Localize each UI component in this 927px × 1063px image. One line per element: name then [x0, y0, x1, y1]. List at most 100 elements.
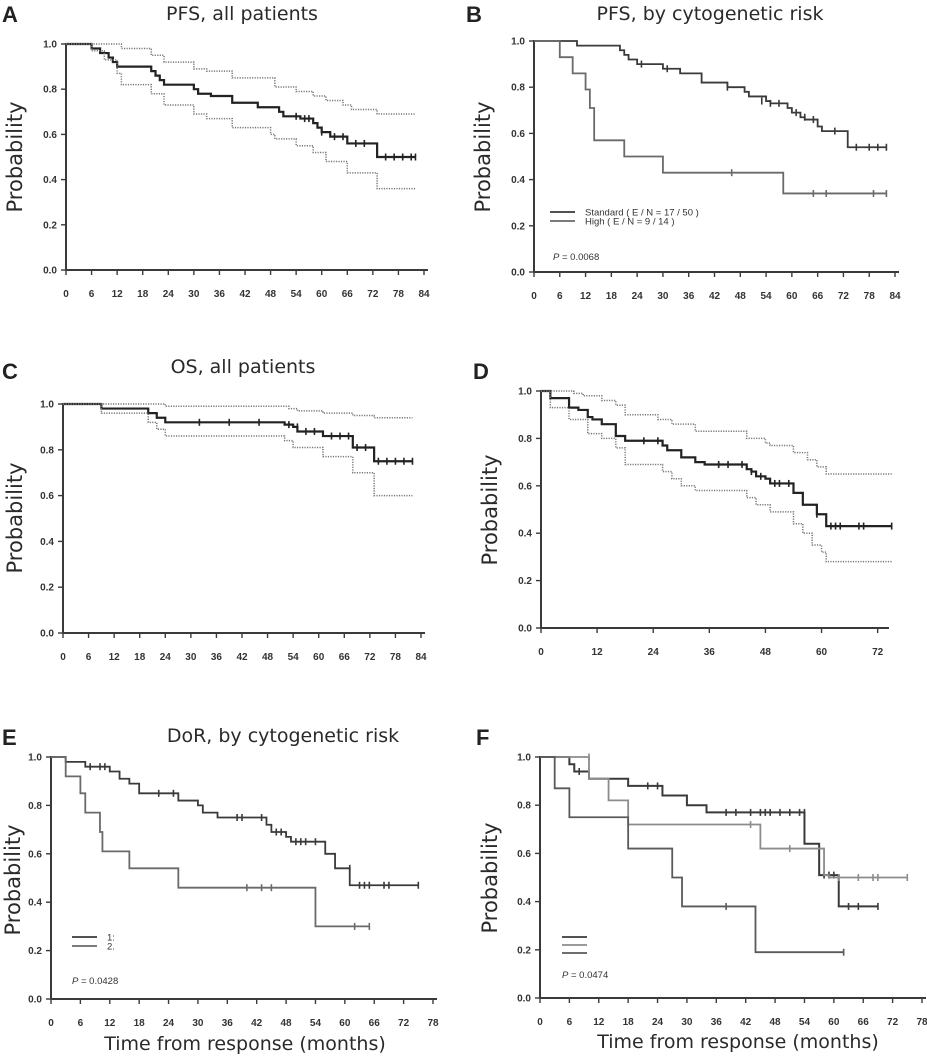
x-tick-label: 72 — [887, 1017, 899, 1028]
y-axis-label: Probability — [471, 101, 495, 212]
y-tick-label: 0.8 — [517, 801, 531, 812]
km-curve-group-2 — [540, 756, 908, 879]
p-value-number: = 0.0068 — [559, 252, 599, 263]
chart-title: DoR, by cytogenetic risk — [167, 725, 399, 747]
y-tick-label: 0.2 — [40, 583, 54, 594]
x-tick-label: 12 — [593, 1017, 605, 1028]
x-tick-label: 54 — [761, 291, 773, 302]
x-tick-label: 60 — [828, 1017, 840, 1028]
panel-letter: D — [473, 359, 489, 384]
x-tick-label: 72 — [364, 652, 376, 663]
x-tick-label: 30 — [681, 1017, 693, 1028]
km-curve-dor — [541, 389, 892, 528]
y-tick-label: 1.0 — [518, 387, 532, 398]
km-curve-group-1 — [540, 756, 878, 908]
p-symbol: P — [562, 970, 569, 981]
panel-letter: F — [476, 725, 489, 750]
x-tick-label: 18 — [137, 289, 149, 300]
y-tick-label: 0.0 — [518, 624, 532, 635]
x-tick-label: 60 — [816, 647, 828, 658]
y-tick-label: 0.2 — [517, 945, 531, 956]
km-curve-2 — [51, 756, 370, 928]
y-axis-label: Probability — [3, 101, 27, 212]
x-tick-label: 42 — [740, 1017, 752, 1028]
x-tick-label: 60 — [316, 289, 328, 300]
km-curve-1 — [51, 756, 419, 887]
p-value: P = 0.0428 — [72, 976, 118, 987]
x-tick-label: 12 — [580, 291, 592, 302]
x-tick-label: 24 — [648, 647, 660, 658]
redaction-mask — [630, 352, 820, 378]
x-tick-label: 48 — [735, 291, 747, 302]
km-curve-95-ci-lower — [541, 390, 892, 563]
x-tick-label: 54 — [291, 289, 303, 300]
y-tick-label: 1.0 — [40, 400, 54, 411]
x-tick-label: 18 — [134, 1018, 146, 1029]
x-tick-label: 60 — [786, 291, 798, 302]
x-tick-label: 0 — [48, 1018, 54, 1029]
panel-letter: E — [2, 725, 17, 750]
y-tick-label: 0.0 — [517, 994, 531, 1005]
x-tick-label: 0 — [537, 1017, 543, 1028]
p-symbol: P — [72, 976, 79, 987]
chart-title: PFS, by cytogenetic risk — [597, 3, 824, 25]
x-tick-label: 48 — [760, 647, 772, 658]
km-curve-95-ci-upper — [66, 43, 416, 115]
panel-a: A PFS, all patients Probability 0.0 0.2 0.4 0.… — [2, 2, 430, 330]
y-axis-label: Probability — [1, 824, 25, 935]
x-tick-label: 0 — [531, 291, 537, 302]
panel-d: D Probability 0.0 0.2 0.4 0.6 0.8 1.0 0 12 24 36 48 6… — [473, 352, 905, 700]
km-curve-high-e-n-9-14 — [534, 40, 887, 195]
y-tick-label: 0.4 — [40, 537, 54, 548]
y-tick-label: 0.8 — [511, 83, 525, 94]
x-tick-label: 24 — [632, 291, 644, 302]
x-tick-label: 78 — [427, 1018, 439, 1029]
redaction-mask — [553, 564, 713, 580]
redaction-mask — [165, 670, 305, 700]
legend-label: Standard ( E / N = 17 / 50 ) — [585, 208, 699, 219]
km-curve-95-ci-lower — [63, 403, 413, 497]
x-tick-label: 12 — [592, 647, 604, 658]
x-tick-label: 12 — [104, 1018, 116, 1029]
y-tick-label: 0.6 — [28, 849, 42, 860]
x-tick-label: 84 — [415, 652, 427, 663]
x-axis-label: Time from response (months) — [596, 1031, 879, 1053]
x-tick-label: 6 — [78, 1018, 84, 1029]
x-tick-label: 0 — [60, 652, 66, 663]
x-tick-label: 18 — [623, 1017, 635, 1028]
x-tick-label: 78 — [393, 289, 405, 300]
redaction-mask — [76, 205, 241, 221]
x-tick-label: 6 — [86, 652, 92, 663]
y-tick-label: 1.0 — [511, 37, 525, 48]
x-tick-label: 72 — [398, 1018, 410, 1029]
panel-e: E DoR, by cytogenetic risk Probability Time… — [1, 725, 439, 1055]
x-tick-label: 66 — [339, 652, 351, 663]
x-tick-label: 24 — [163, 1018, 175, 1029]
chart-title: PFS, all patients — [166, 3, 318, 25]
panel-f: F Probability Time from response (months) 0… — [476, 725, 927, 1053]
x-tick-label: 24 — [160, 652, 172, 663]
x-tick-label: 78 — [916, 1017, 927, 1028]
redaction-mask — [595, 670, 905, 700]
x-tick-label: 66 — [342, 289, 354, 300]
x-tick-label: 42 — [239, 289, 251, 300]
x-tick-label: 72 — [367, 289, 379, 300]
y-tick-label: 0.8 — [28, 801, 42, 812]
km-curve-pfs — [66, 42, 416, 159]
x-tick-label: 18 — [134, 652, 146, 663]
x-tick-label: 18 — [606, 291, 618, 302]
x-tick-label: 36 — [214, 289, 226, 300]
km-curve-group-3 — [540, 756, 844, 954]
x-tick-label: 12 — [109, 652, 121, 663]
redaction-mask — [553, 581, 713, 595]
y-tick-label: 0.0 — [43, 266, 57, 277]
x-tick-label: 24 — [652, 1017, 664, 1028]
p-value-number: = 0.0474 — [568, 970, 608, 981]
x-tick-label: 48 — [265, 289, 277, 300]
y-axis-label: Probability — [3, 462, 27, 573]
km-curve-os — [63, 402, 413, 463]
x-tick-label: 66 — [812, 291, 824, 302]
redaction-mask — [640, 306, 830, 336]
x-tick-label: 36 — [211, 652, 223, 663]
y-axis-label: Probability — [478, 822, 502, 933]
